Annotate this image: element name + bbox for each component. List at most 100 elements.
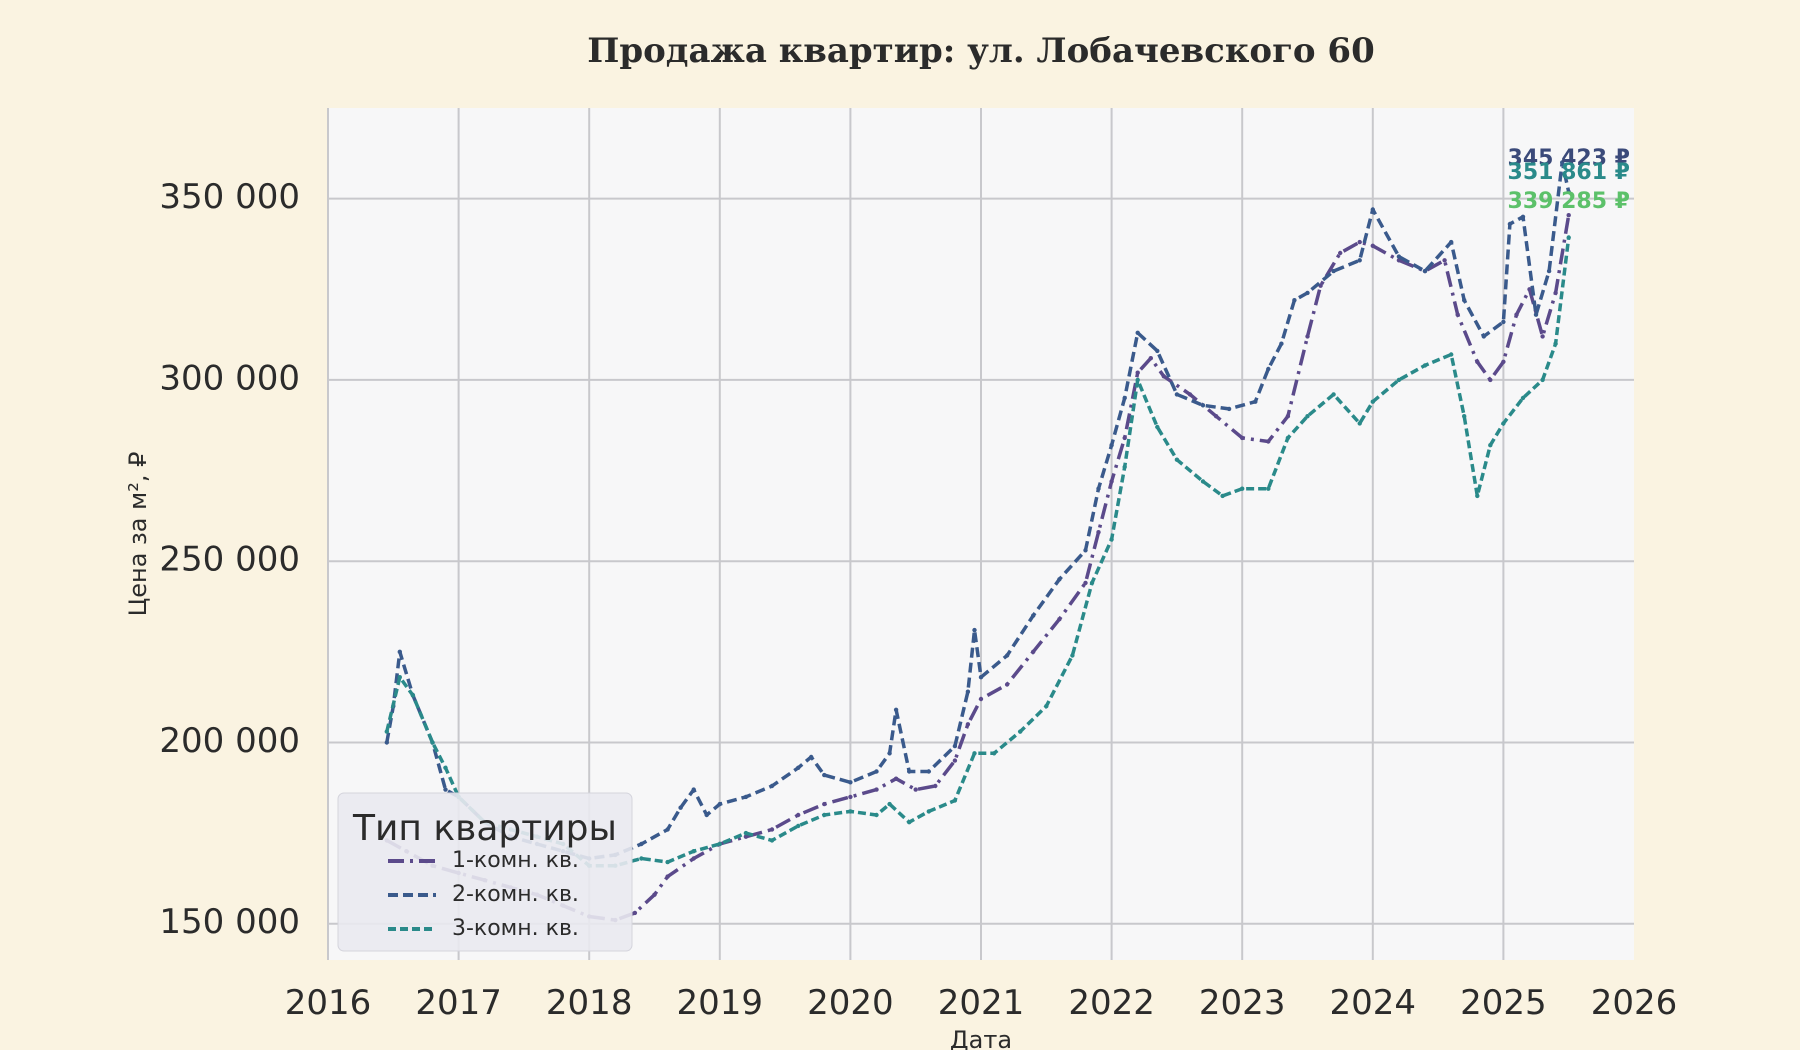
data-point [1338,250,1343,256]
data-point [1083,580,1088,586]
data-point [1305,334,1310,339]
data-point [1004,653,1010,658]
data-point [397,649,402,654]
x-tick-label: 2016 [285,983,372,1023]
data-point [952,758,958,763]
data-point [796,812,801,818]
data-point [665,874,670,879]
x-tick-label: 2023 [1199,983,1286,1023]
end-value-label: 345 423 ₽ [1508,146,1630,171]
y-tick-labels: 150 000 200 000 250 000 300 000 350 000 [159,177,300,942]
data-point [1135,330,1140,335]
data-point [1253,399,1258,404]
data-point [1083,548,1088,553]
data-point [893,707,899,712]
data-point [1442,258,1447,263]
x-tick-label: 2026 [1591,983,1678,1023]
data-point [769,838,775,843]
data-point [384,740,389,745]
data-point [769,783,775,789]
data-point [1018,729,1023,734]
y-tick-label: 200 000 [159,721,300,761]
data-point [717,841,722,847]
data-point [1174,457,1180,462]
end-value-label: 339 285 ₽ [1508,189,1630,214]
data-point [1370,243,1376,248]
data-point [1031,649,1036,654]
data-point [1213,414,1219,419]
legend-label: 1-комн. кв. [452,848,579,873]
data-point [410,693,416,698]
data-point [1279,341,1284,346]
data-point [1096,530,1101,535]
data-point [665,859,670,865]
data-point [907,820,912,825]
data-point [1200,403,1206,408]
legend-box [337,792,633,952]
data-point [1370,207,1376,212]
x-tick-label: 2018 [546,983,633,1023]
data-point [1135,377,1140,383]
data-point [1122,435,1127,441]
data-point [1533,312,1539,317]
data-point [1475,359,1480,364]
data-point [1089,580,1095,586]
data-point [1357,258,1362,263]
legend-title: Тип квартиры [352,808,617,849]
data-point [809,754,814,760]
data-point [443,765,448,770]
data-point [907,769,912,774]
data-point [1566,189,1571,195]
x-tick-label: 2022 [1068,983,1155,1023]
data-point [874,787,879,792]
data-point [1044,704,1049,709]
legend-label: 3-комн. кв. [452,916,579,941]
data-point [1070,653,1075,658]
data-point [1455,312,1460,317]
data-point [1057,617,1062,622]
data-point [443,787,448,792]
data-point [1305,414,1310,419]
data-point [1488,377,1493,383]
data-point [978,675,984,680]
data-point [1331,392,1336,397]
data-point [822,812,827,818]
data-point [1122,464,1127,470]
grid [327,108,1634,960]
data-point [1520,395,1526,401]
data-point [1187,392,1193,397]
data-point [1553,290,1558,296]
data-point [1292,298,1297,303]
data-point [874,812,879,818]
data-point [1546,268,1552,274]
data-point [887,801,892,807]
data-point [691,787,696,792]
y-axis-label: Цена за м², ₽ [124,452,152,617]
data-point [1266,366,1271,372]
data-point [1109,537,1114,542]
data-point [1396,377,1402,383]
data-point [639,841,644,847]
data-point [1331,268,1336,274]
x-axis-label: Дата [950,1026,1012,1050]
data-point [769,827,775,832]
data-point [1566,213,1571,218]
data-point [691,856,696,861]
data-point [972,751,977,756]
data-point [1566,235,1571,240]
data-point [972,627,977,633]
data-point [1031,613,1036,618]
data-point [933,783,938,789]
data-point [796,823,801,829]
data-point [1109,479,1114,484]
data-point [1514,312,1519,317]
data-point [1155,424,1160,430]
chart-title: Продажа квартир: ул. Лобачевского 60 [587,31,1374,71]
data-point [1285,414,1291,419]
data-point [1540,377,1545,383]
data-point [691,849,696,854]
data-point [991,751,997,756]
data-point [1174,392,1180,397]
data-point [848,809,853,814]
